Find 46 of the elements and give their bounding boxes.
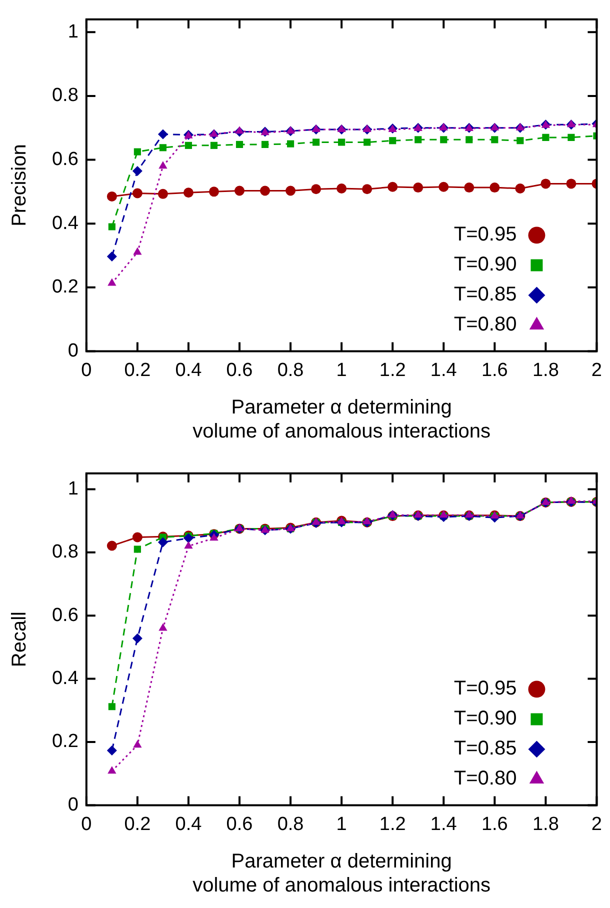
x-tick-label: 0 (81, 814, 92, 835)
x-tick-label: 1.8 (532, 360, 559, 381)
x-tick-label: 0.6 (226, 814, 253, 835)
y-tick-label: 0.4 (52, 212, 79, 234)
x-tick-label: 1.4 (430, 814, 458, 835)
x-tick-label: 1.4 (430, 360, 458, 381)
y-tick-label: 0.2 (52, 276, 78, 298)
y-tick-label: 0.6 (52, 604, 78, 626)
x-tick-label: 1.6 (481, 360, 508, 381)
x-tick-label: 0.2 (124, 814, 151, 835)
x-tick-label: 1.8 (532, 814, 559, 835)
y-tick-label: 0.2 (52, 731, 78, 752)
x-tick-label: 1 (336, 814, 347, 835)
y-tick-label: 0.4 (52, 668, 79, 690)
y-tick-label: 1 (68, 21, 78, 42)
legend-label: T=0.90 (454, 254, 517, 276)
x-tick-label: 2 (591, 814, 602, 835)
x-tick-label: 1.6 (481, 814, 508, 835)
y-axis-title: Recall (8, 612, 31, 668)
x-tick-label: 2 (591, 360, 602, 381)
x-tick-label: 1.2 (379, 360, 406, 381)
legend-label: T=0.85 (454, 738, 517, 760)
x-tick-label: 0.8 (277, 814, 304, 835)
y-tick-label: 1 (68, 478, 78, 500)
y-tick-label: 0 (68, 794, 78, 816)
y-tick-label: 0.8 (52, 542, 78, 563)
legend-label: T=0.95 (454, 224, 517, 246)
x-tick-label: 0.2 (124, 360, 151, 381)
y-tick-label: 0 (68, 340, 78, 362)
y-axis-title: Precision (8, 144, 31, 226)
x-tick-label: 0.4 (175, 360, 202, 381)
x-tick-label: 0.8 (277, 360, 304, 381)
x-tick-label: 0.6 (226, 360, 253, 381)
x-tick-label: 1 (336, 360, 347, 381)
y-tick-label: 0.6 (52, 149, 78, 170)
y-tick-label: 0.8 (52, 85, 78, 106)
x-axis-title: Parameter α determining volume of anomalous interactions (192, 396, 491, 443)
x-tick-label: 1.2 (379, 814, 406, 835)
legend-label: T=0.95 (454, 678, 517, 700)
x-tick-label: 0 (81, 360, 92, 381)
x-axis-title: Parameter α determining volume of anomalous interactions (192, 850, 491, 897)
legend-label: T=0.90 (454, 708, 517, 730)
legend-label: T=0.80 (454, 768, 517, 790)
legend-label: T=0.80 (454, 314, 517, 336)
x-tick-label: 0.4 (175, 814, 202, 835)
legend-label: T=0.85 (454, 284, 517, 306)
